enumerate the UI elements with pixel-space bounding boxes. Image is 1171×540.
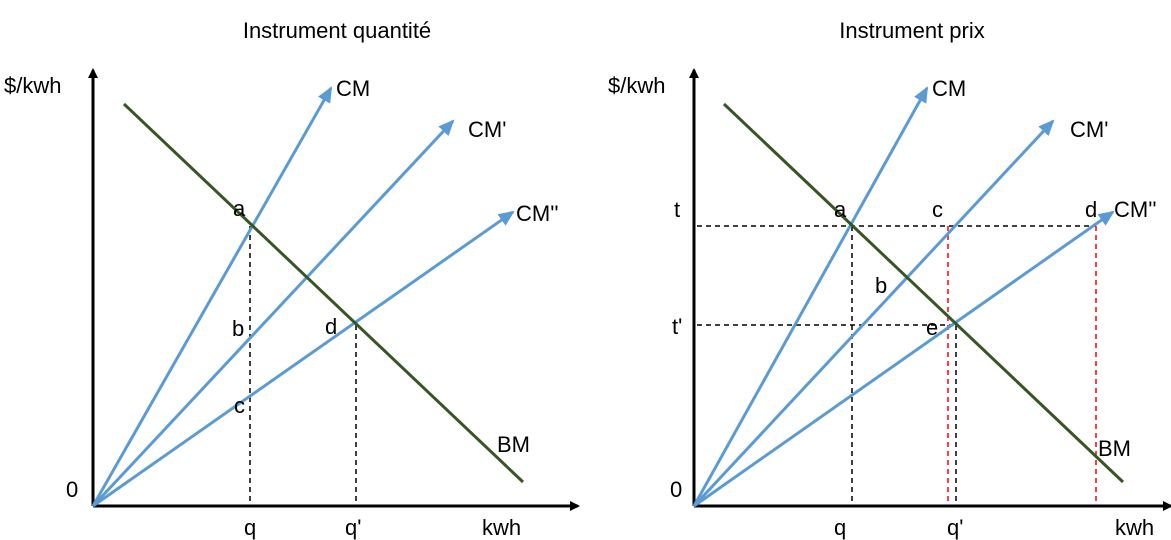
- right-cm-label: CM: [932, 76, 966, 101]
- left-cm2-curve: [92, 210, 515, 508]
- right-y-axis-label: $/kwh: [608, 73, 665, 98]
- right-bm-label: BM: [1098, 436, 1131, 461]
- left-cm1-curve: [91, 119, 455, 508]
- right-tick-t1: t': [672, 314, 682, 339]
- right-panel: Instrument prix $/kwh kwh 0 t t' CM CM' …: [608, 18, 1171, 540]
- left-point-d: d: [325, 314, 337, 339]
- left-point-a: a: [233, 196, 246, 221]
- right-tick-q: q: [834, 515, 846, 540]
- left-cm2-label: CM'': [516, 201, 559, 226]
- left-panel: Instrument quantité $/kwh kwh 0 CM CM' C…: [4, 18, 580, 540]
- left-tick-q1: q': [345, 515, 361, 540]
- right-x-axis-label: kwh: [1115, 515, 1154, 540]
- right-cm2-curve: [693, 210, 1115, 508]
- right-point-b: b: [875, 273, 887, 298]
- right-title: Instrument prix: [839, 18, 985, 43]
- right-cm1-curve: [692, 119, 1055, 508]
- right-cm2-label: CM'': [1114, 197, 1157, 222]
- left-point-b: b: [232, 316, 244, 341]
- left-tick-q: q: [244, 515, 256, 540]
- right-point-e: e: [926, 315, 938, 340]
- left-point-c: c: [234, 393, 245, 418]
- right-tick-q1: q': [947, 515, 963, 540]
- left-cm1-label: CM': [468, 117, 506, 142]
- right-cm-curve: [692, 86, 929, 507]
- left-origin-label: 0: [66, 477, 78, 502]
- left-x-axis-label: kwh: [482, 515, 521, 540]
- right-cm1-label: CM': [1070, 117, 1108, 142]
- left-title: Instrument quantité: [243, 18, 431, 43]
- left-y-axis-label: $/kwh: [4, 73, 61, 98]
- right-point-c: c: [932, 197, 943, 222]
- left-bm-curve: [122, 102, 525, 484]
- right-point-a: a: [834, 197, 847, 222]
- right-point-d: d: [1085, 197, 1097, 222]
- left-cm-label: CM: [336, 76, 370, 101]
- right-bm-curve: [722, 102, 1125, 484]
- right-origin-label: 0: [670, 477, 682, 502]
- left-bm-label: BM: [497, 432, 530, 457]
- right-tick-t: t: [674, 197, 680, 222]
- left-cm-curve: [91, 86, 333, 507]
